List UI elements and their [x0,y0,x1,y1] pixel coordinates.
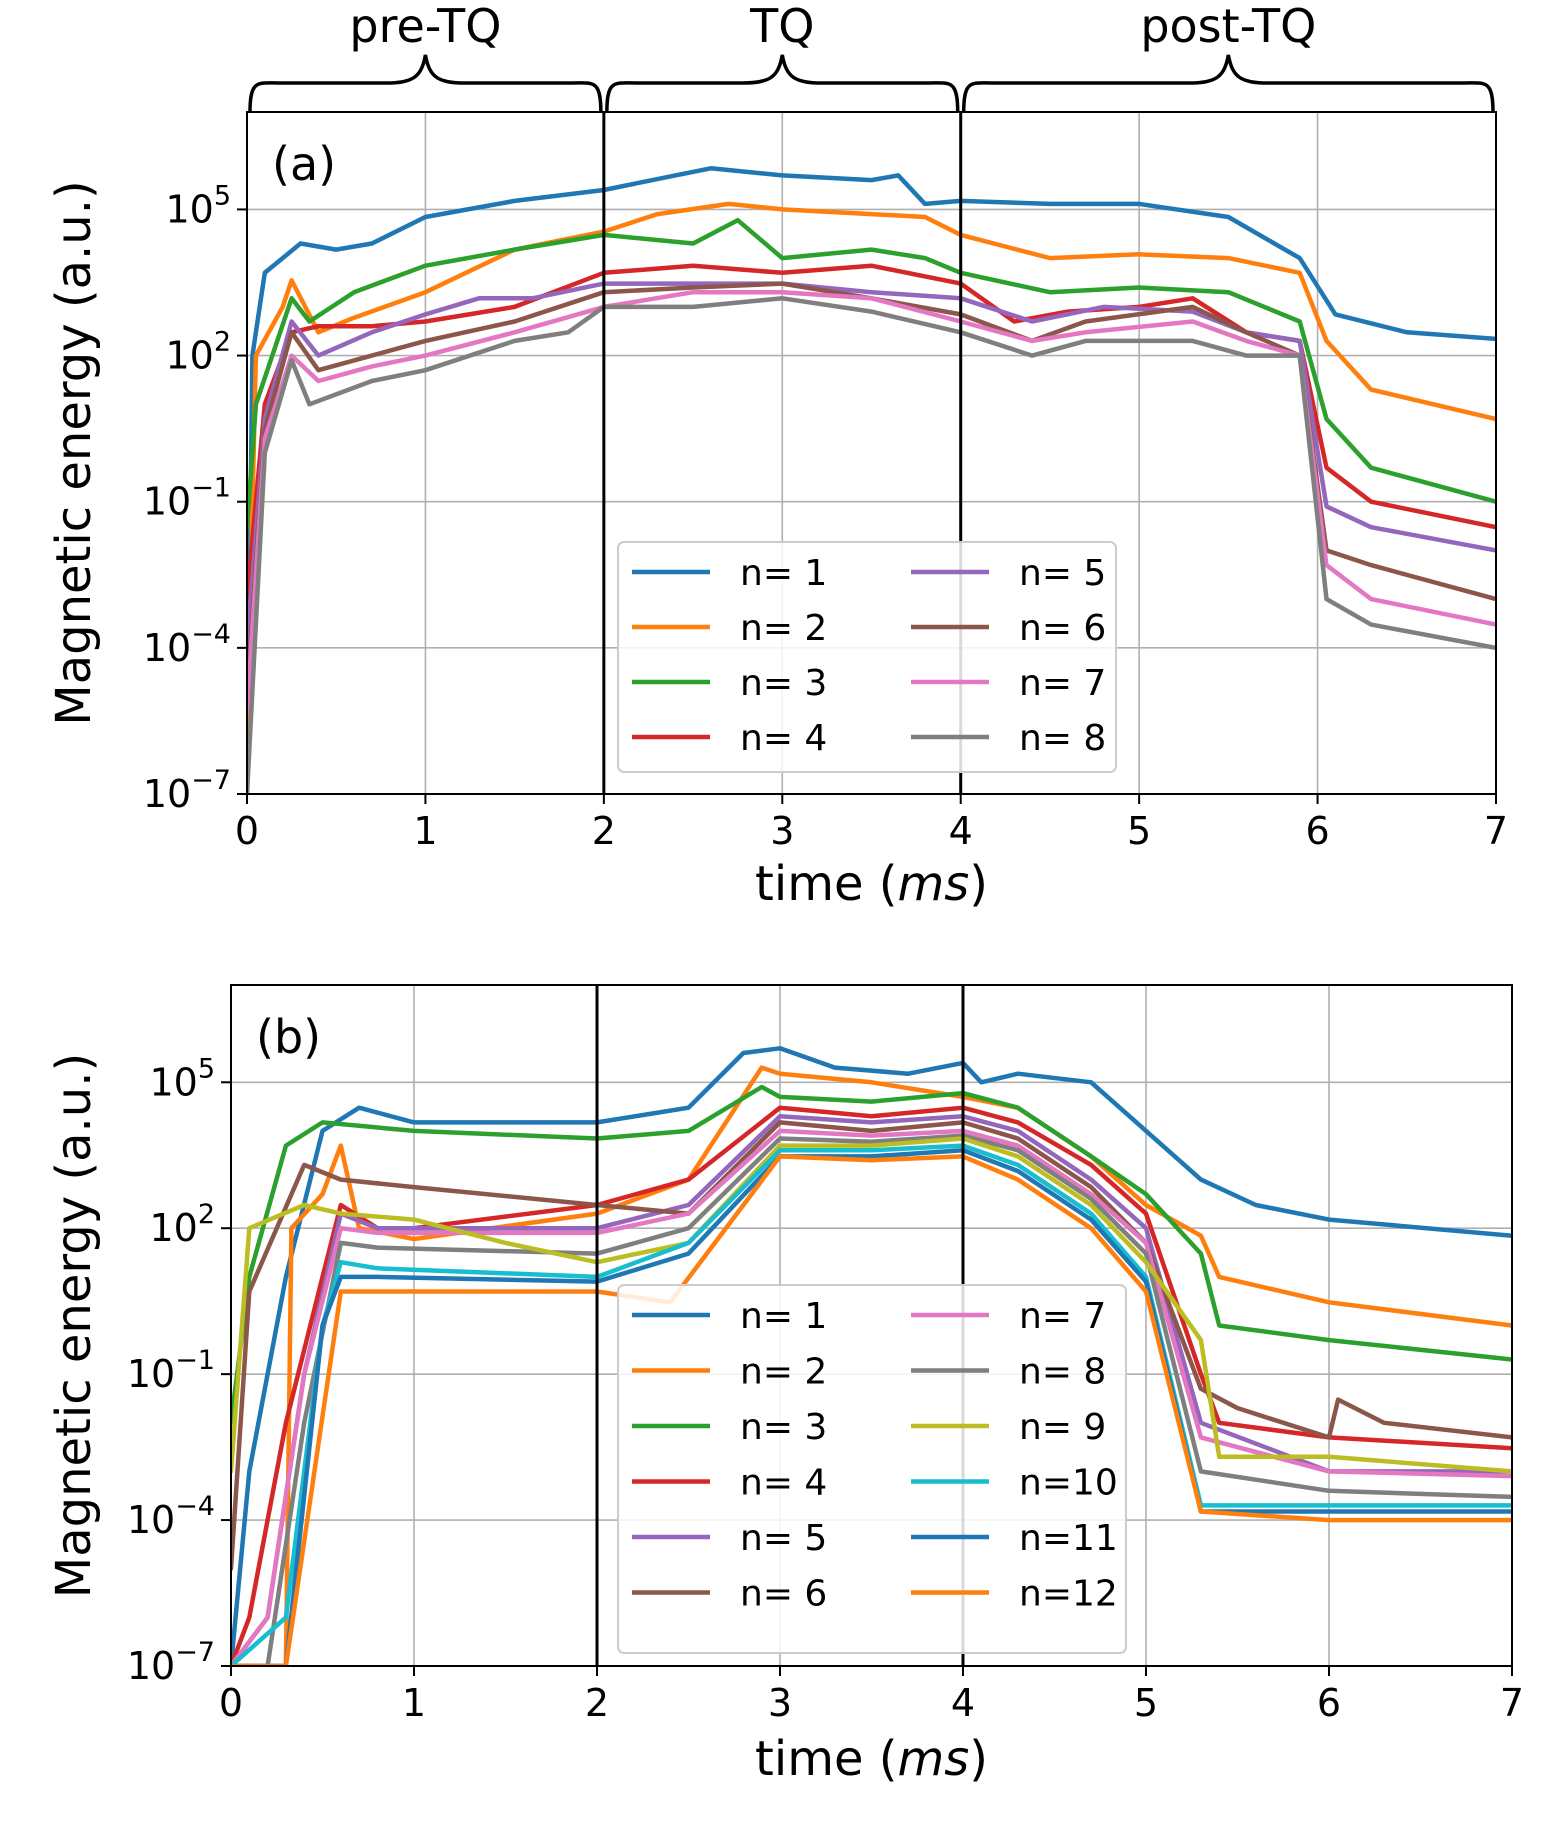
x-tick-label: 4 [949,809,973,853]
legend-entry-label: n=10 [1019,1463,1118,1504]
x-tick-label: 7 [1484,809,1508,853]
legend-entry-label: n= 9 [1019,1407,1106,1448]
legend-box [617,541,1117,773]
phase-annotations: pre-TQ TQ post-TQ [248,0,1495,113]
x-tick-label: 1 [402,1681,426,1725]
series-group [247,166,1496,794]
series-line-n=1 [247,166,1496,794]
series-line-n=12 [231,1154,1512,1666]
y-tick-label: 10−1 [143,473,231,524]
legend-entry-label: n= 8 [1019,1352,1106,1393]
legend-entry-label: n= 5 [740,1518,827,1559]
legend-entry-label: n= 1 [740,1296,827,1337]
y-tick-label: 105 [165,180,231,231]
y-tick-label: 10−4 [127,1491,215,1542]
series-line-n=7 [247,289,1496,714]
y-tick-label: 10−1 [127,1345,215,1396]
panel-label: (a) [272,137,336,191]
series-line-n=3 [231,1084,1512,1426]
legend-entry-label: n= 6 [1019,608,1106,649]
legend-entry-label: n= 5 [1019,553,1106,594]
x-tick-label: 6 [1305,809,1329,853]
chart-panel-b: 0 1 2 3 4 5 6 7 10−7 10−4 10−1 102 105 Magnetic energ… [46,984,1524,1787]
y-tick-label: 102 [165,327,231,378]
panel-label: (b) [256,1010,321,1064]
x-tick-label: 5 [1127,809,1151,853]
series-line-n=7 [231,1128,1512,1666]
y-tick-label: 10−7 [127,1637,215,1688]
series-line-n=9 [231,1136,1512,1474]
legend-entry-label: n=12 [1019,1574,1118,1615]
legend-entry-label: n= 7 [1019,1296,1106,1337]
x-tick-label: 1 [413,809,437,853]
phase-label: post-TQ [1140,0,1316,53]
phase-brace [248,54,603,113]
x-tick-label: 0 [235,809,259,853]
y-tick-label: 105 [149,1053,215,1104]
legend-entry-label: n= 3 [740,1407,827,1448]
legend-entry-label: n= 7 [1019,663,1106,704]
plot-frame [230,984,1513,1667]
x-tick-label: 5 [1134,1681,1158,1725]
x-tick-label: 2 [592,809,616,853]
legend-entry-label: n= 2 [740,608,827,649]
legend-entry-label: n= 3 [740,663,827,704]
y-tick-label: 102 [149,1199,215,1250]
legend-entry-label: n= 8 [1019,718,1106,759]
legend-entry-label: n= 1 [740,553,827,594]
legend: n= 1 n= 2 n= 3 n= 4 n= 5 n= 6 n= 7 n= 8 n= 9 n=10… [617,1284,1127,1654]
x-tick-label: 7 [1500,1681,1524,1725]
x-axis-label: time (ms) [755,856,988,912]
legend-entry-label: n= 2 [740,1352,827,1393]
plot-frame [246,111,1497,795]
series-line-n=8 [247,296,1496,794]
x-tick-label: 3 [768,1681,792,1725]
x-tick-label: 3 [770,809,794,853]
x-tick-label: 4 [951,1681,975,1725]
series-line-n=4 [231,1105,1512,1666]
legend-box [617,1284,1127,1654]
y-tick-label: 10−7 [143,765,231,816]
y-axis-label: Magnetic energy (a.u.) [46,180,102,725]
series-line-n=2 [247,201,1496,748]
phase-brace [605,54,960,113]
y-axis-label: Magnetic energy (a.u.) [46,1053,102,1598]
phase-label: TQ [749,0,814,53]
chart-panel-a: 0 1 2 3 4 5 6 7 10−7 10−4 10−1 102 105 Magnetic energ… [46,111,1508,912]
legend-entry-label: n= 4 [740,1463,827,1504]
series-line-n=2 [231,1065,1512,1666]
legend-entry-label: n=11 [1019,1518,1118,1559]
legend-entry-label: n= 4 [740,718,827,759]
x-tick-label: 0 [219,1681,243,1725]
x-axis-label: time (ms) [755,1731,988,1787]
legend: n= 1 n= 2 n= 3 n= 4 n= 5 n= 6 n= 7 n= 8 [617,541,1117,773]
phase-label: pre-TQ [349,0,501,53]
y-tick-label: 10−4 [143,619,231,670]
x-tick-label: 6 [1317,1681,1341,1725]
phase-brace [961,54,1495,113]
legend-entry-label: n= 6 [740,1574,827,1615]
series-line-n=3 [247,217,1496,530]
x-tick-label: 2 [585,1681,609,1725]
series-group [231,1046,1512,1666]
